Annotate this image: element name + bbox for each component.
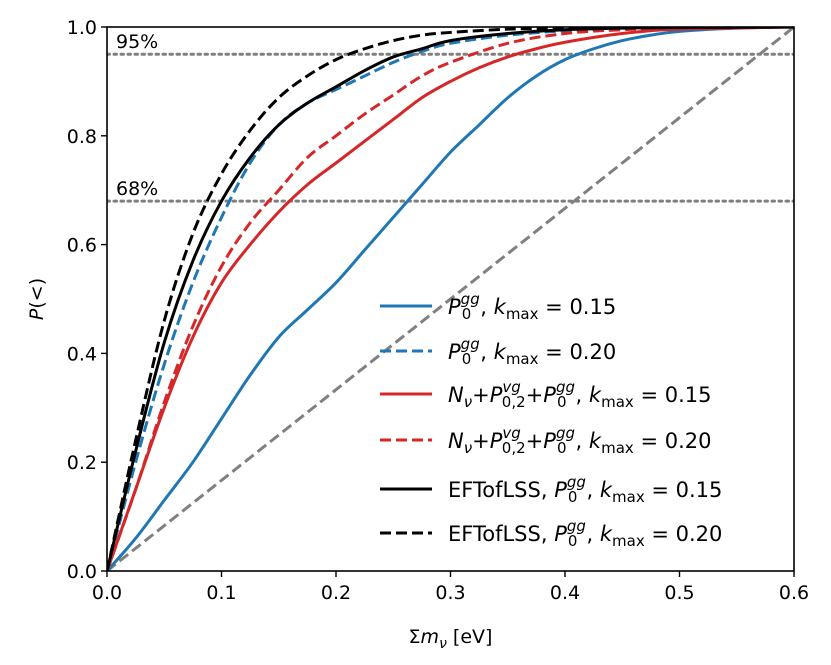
series-nnu-p02vg-p0gg-kmax015 xyxy=(107,27,794,571)
series-nnu-p02vg-p0gg-kmax020 xyxy=(107,27,794,571)
legend-label: Nν+Pvg 0,2+Pgg 0, kmax = 0.15 xyxy=(448,378,711,411)
x-tick-label: 0.2 xyxy=(321,582,351,604)
y-tick-label: 0.6 xyxy=(67,235,97,257)
reference-label-68: 68% xyxy=(116,178,158,200)
y-tick-label: 0.8 xyxy=(67,126,97,148)
legend-label: Nν+Pvg 0,2+Pgg 0, kmax = 0.20 xyxy=(448,424,711,457)
plot-area xyxy=(107,27,794,571)
legend: Pgg 0, kmax = 0.15 Pgg 0, kmax = 0.20 Nν+Pvg… xyxy=(380,290,722,550)
x-tick-label: 0.6 xyxy=(779,582,809,604)
x-tick-label: 0.4 xyxy=(550,582,580,604)
x-axis-label: Σmν [eV] xyxy=(409,626,493,652)
y-tick-label: 1.0 xyxy=(67,17,97,39)
x-tick-label: 0.3 xyxy=(435,582,465,604)
legend-label: Pgg 0, kmax = 0.15 xyxy=(448,290,616,323)
legend-label: EFTofLSS, Pgg 0, kmax = 0.15 xyxy=(448,473,722,506)
y-tick-label: 0.0 xyxy=(67,561,97,583)
reference-label-95: 95% xyxy=(116,31,158,53)
y-tick-label: 0.4 xyxy=(67,343,97,365)
x-tick-label: 0.5 xyxy=(664,582,694,604)
diagonal-reference-line xyxy=(107,27,794,571)
y-axis-label: P(<) xyxy=(26,278,48,320)
legend-label: Pgg 0, kmax = 0.20 xyxy=(448,335,616,368)
legend-label: EFTofLSS, Pgg 0, kmax = 0.20 xyxy=(448,517,722,550)
series-eftoflss-kmax020 xyxy=(107,27,794,571)
series-p0gg-kmax015 xyxy=(107,27,794,571)
y-tick-label: 0.2 xyxy=(67,452,97,474)
x-tick-label: 0.1 xyxy=(206,582,236,604)
x-tick-label: 0.0 xyxy=(92,582,122,604)
